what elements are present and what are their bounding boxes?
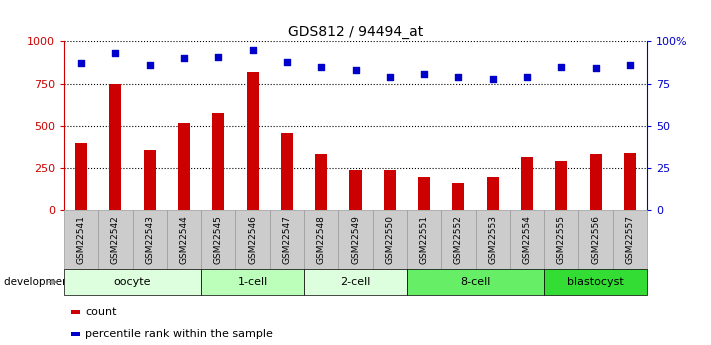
Text: oocyte: oocyte (114, 277, 151, 287)
Text: GSM22543: GSM22543 (145, 215, 154, 264)
Point (624, 62, 636, 68)
Bar (109, 83, 122, 210)
Point (75, 61, 87, 66)
Text: GSM22553: GSM22553 (488, 215, 497, 264)
Point (178, 56, 190, 61)
Text: GSM22549: GSM22549 (351, 215, 360, 264)
Text: GSM22545: GSM22545 (214, 215, 223, 264)
Text: GSM22547: GSM22547 (282, 215, 292, 264)
Bar (315, 154, 327, 210)
Text: 1-cell: 1-cell (237, 277, 268, 287)
Bar (418, 177, 430, 210)
Bar (350, 170, 361, 210)
Bar (521, 157, 533, 210)
Bar (452, 183, 464, 210)
Point (144, 62, 156, 68)
Text: GSM22546: GSM22546 (248, 215, 257, 264)
Text: count: count (85, 307, 117, 317)
Point (590, 66, 602, 71)
Text: blastocyst: blastocyst (567, 277, 624, 287)
Point (316, 64, 327, 70)
Point (350, 67, 361, 73)
Text: development stage: development stage (4, 277, 105, 287)
Point (521, 74, 533, 80)
Point (247, 47, 258, 52)
Point (282, 59, 293, 65)
Text: GSM22556: GSM22556 (591, 215, 600, 264)
Text: GSM22551: GSM22551 (419, 215, 429, 264)
Bar (178, 122, 190, 210)
Text: GSM22557: GSM22557 (626, 215, 634, 264)
Title: GDS812 / 94494_at: GDS812 / 94494_at (288, 25, 423, 39)
Bar (213, 113, 225, 210)
Bar (281, 133, 293, 210)
Point (213, 54, 224, 59)
Text: GSM22554: GSM22554 (523, 215, 532, 264)
Point (384, 74, 395, 80)
Bar (144, 150, 156, 210)
Bar (384, 170, 396, 210)
Point (487, 76, 498, 81)
Text: GSM22544: GSM22544 (179, 215, 188, 264)
Text: 2-cell: 2-cell (341, 277, 370, 287)
Bar (486, 177, 498, 210)
Text: GSM22550: GSM22550 (385, 215, 395, 264)
Text: percentile rank within the sample: percentile rank within the sample (85, 329, 273, 339)
Point (555, 64, 567, 70)
Point (418, 71, 429, 76)
Text: GSM22548: GSM22548 (316, 215, 326, 264)
Text: GSM22541: GSM22541 (77, 215, 85, 264)
Text: GSM22542: GSM22542 (111, 215, 120, 264)
Text: GSM22555: GSM22555 (557, 215, 566, 264)
Bar (555, 160, 567, 210)
Text: GSM22552: GSM22552 (454, 215, 463, 264)
Point (453, 74, 464, 80)
Bar (624, 153, 636, 210)
Bar (589, 154, 602, 210)
Bar (75, 143, 87, 210)
Text: 8-cell: 8-cell (460, 277, 491, 287)
Bar (247, 72, 259, 210)
Point (109, 50, 121, 56)
